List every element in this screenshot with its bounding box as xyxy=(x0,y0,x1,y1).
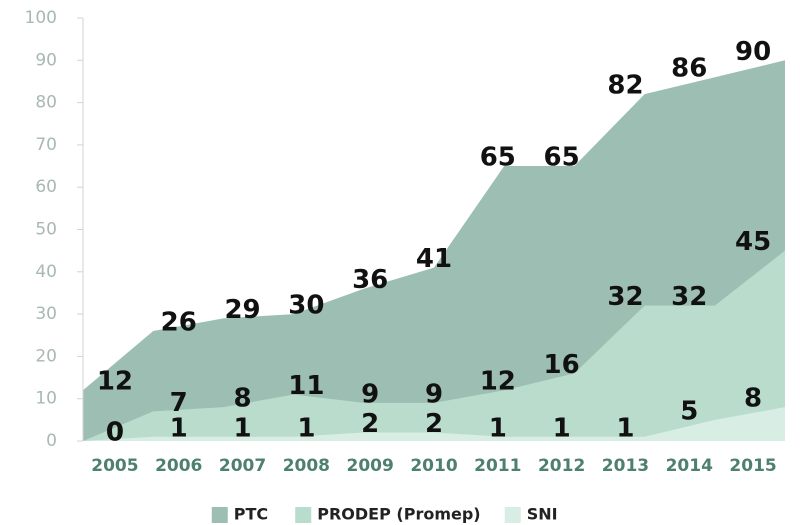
x-tick-label: 2012 xyxy=(538,456,585,476)
data-label: 32 xyxy=(607,282,643,312)
data-label: 2 xyxy=(361,409,379,439)
x-tick-label: 2007 xyxy=(219,456,266,476)
y-tick-label: 100 xyxy=(25,8,57,28)
y-tick-label: 70 xyxy=(35,135,57,155)
y-tick-label: 30 xyxy=(35,304,57,324)
x-tick-label: 2010 xyxy=(410,456,457,476)
y-tick-label: 50 xyxy=(35,220,57,240)
data-label: 36 xyxy=(352,265,388,295)
legend-swatch xyxy=(295,507,312,523)
y-tick-label: 90 xyxy=(35,50,57,70)
x-tick-label: 2006 xyxy=(155,456,202,476)
data-label: 45 xyxy=(735,227,771,257)
data-label: 9 xyxy=(361,379,379,409)
legend-label: PRODEP (Promep) xyxy=(317,505,480,524)
x-tick-label: 2008 xyxy=(283,456,330,476)
x-tick-label: 2009 xyxy=(347,456,394,476)
x-tick-label: 2014 xyxy=(666,456,713,476)
data-label: 8 xyxy=(233,384,251,414)
data-label: 12 xyxy=(480,367,516,397)
data-label: 0 xyxy=(106,418,124,448)
data-label: 90 xyxy=(735,37,771,67)
y-tick-label: 40 xyxy=(35,262,57,282)
legend-swatch xyxy=(211,507,228,523)
legend-label: PTC xyxy=(234,505,268,524)
x-tick-label: 2005 xyxy=(91,456,138,476)
data-label: 1 xyxy=(616,413,634,443)
x-tick-label: 2013 xyxy=(602,456,649,476)
data-label: 65 xyxy=(544,143,580,173)
x-tick-label: 2015 xyxy=(729,456,776,476)
area xyxy=(83,407,785,441)
data-label: 16 xyxy=(544,350,580,380)
data-label: 1 xyxy=(489,413,507,443)
y-tick-label: 20 xyxy=(35,346,57,366)
data-label: 30 xyxy=(288,291,324,321)
legend-swatch xyxy=(504,507,521,523)
legend-label: SNI xyxy=(527,505,558,524)
data-label: 7 xyxy=(170,388,188,418)
data-label: 5 xyxy=(680,396,698,426)
data-label: 0 xyxy=(106,418,124,448)
y-tick-label: 0 xyxy=(46,431,57,451)
data-label: 26 xyxy=(161,308,197,338)
data-label: 1 xyxy=(233,413,251,443)
data-label: 86 xyxy=(671,54,707,84)
y-tick-label: 80 xyxy=(35,93,57,113)
data-label: 32 xyxy=(671,282,707,312)
area xyxy=(83,250,785,441)
data-label: 29 xyxy=(224,295,260,325)
data-label: 65 xyxy=(480,143,516,173)
data-label: 2 xyxy=(425,409,443,439)
x-tick-label: 2011 xyxy=(474,456,521,476)
data-label: 1 xyxy=(297,413,315,443)
data-label: 82 xyxy=(607,71,643,101)
data-label: 12 xyxy=(97,367,133,397)
y-tick-label: 10 xyxy=(35,389,57,409)
data-label: 1 xyxy=(553,413,571,443)
data-label: 1 xyxy=(170,413,188,443)
data-label: 8 xyxy=(744,384,762,414)
data-label: 41 xyxy=(416,244,452,274)
y-tick-label: 60 xyxy=(35,177,57,197)
data-label: 11 xyxy=(288,371,324,401)
data-label: 9 xyxy=(425,379,443,409)
